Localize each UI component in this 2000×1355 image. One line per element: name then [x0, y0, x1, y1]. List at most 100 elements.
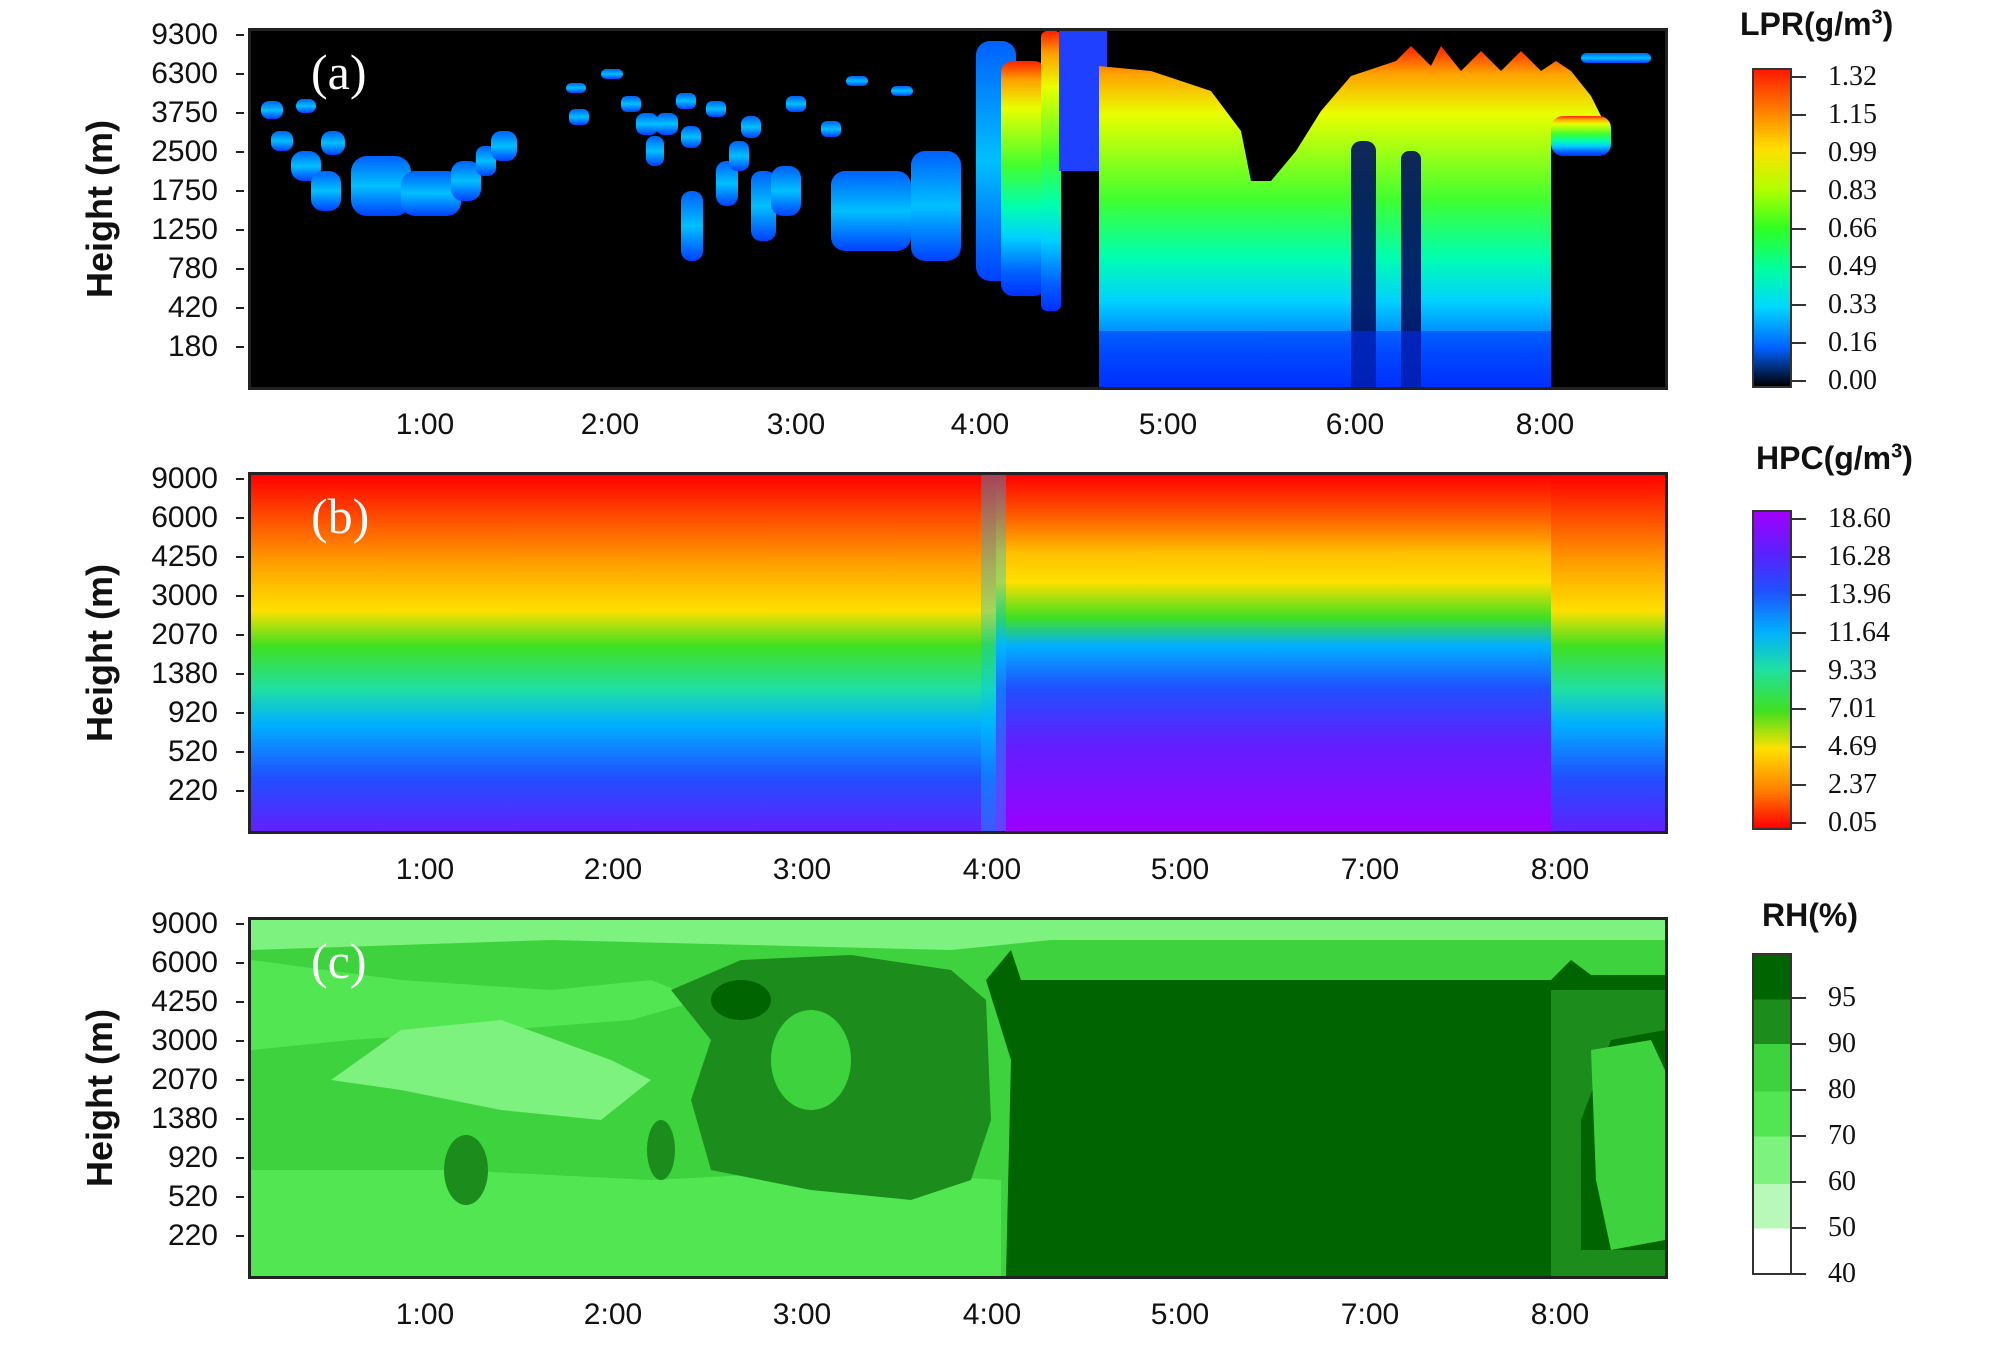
y-tick-label: 9000	[151, 462, 218, 495]
colorbar-label: 95	[1828, 981, 1856, 1013]
colorbar-tick	[1792, 632, 1806, 634]
y-tick-mark	[236, 151, 244, 153]
lpr-gap-2	[1401, 151, 1421, 387]
colorbar-label: 60	[1828, 1165, 1856, 1197]
y-tick-mark	[236, 268, 244, 270]
x-tick-label: 2:00	[580, 408, 640, 441]
x-tick-label: 8:00	[1530, 853, 1590, 886]
x-tick-label: 3:00	[766, 408, 826, 441]
x-tick-label: 1:00	[395, 853, 455, 886]
colorbar-label: 0.66	[1828, 213, 1877, 244]
y-tick-mark	[236, 751, 244, 753]
panel-letter-b: (b)	[311, 488, 370, 544]
heatmap-b: (b)	[248, 472, 1668, 834]
colorbar-label: 90	[1828, 1027, 1856, 1059]
x-tick-label: 4:00	[950, 408, 1010, 441]
x-tick-label: 5:00	[1150, 853, 1210, 886]
rh-cell-2	[647, 1120, 675, 1180]
rh-right-pocket	[1591, 1040, 1665, 1250]
y-tick-label: 4250	[151, 540, 218, 573]
y-tick-label: 420	[167, 291, 218, 324]
y-axis-label-c: Height (m)	[79, 1009, 120, 1187]
y-tick-mark	[236, 112, 244, 114]
rh-band-1	[251, 960, 701, 1050]
y-tick-label: 2070	[151, 1063, 218, 1096]
y-tick-label: 3000	[151, 579, 218, 612]
panel-b: Height (m) 9000 6000 4250 3000 2070 1380 920 52…	[0, 440, 2000, 885]
colorbar-label: 70	[1828, 1119, 1856, 1151]
lpr-cloud-4h	[976, 31, 1107, 311]
x-tick-label: 8:00	[1515, 408, 1575, 441]
y-tick-mark	[236, 1118, 244, 1120]
y-tick-label: 9300	[151, 18, 218, 51]
y-tick-mark	[236, 1001, 244, 1003]
x-tick-label: 1:00	[395, 1298, 455, 1331]
colorbar-tick	[1792, 76, 1806, 78]
y-tick-mark	[236, 790, 244, 792]
y-tick-label: 2500	[151, 135, 218, 168]
x-tick-label: 3:00	[772, 1298, 832, 1331]
colorbar-tick	[1792, 1226, 1806, 1229]
y-tick-mark	[236, 190, 244, 192]
panel-a: Height (m) 9300 6300 3750 2500 1750 1250 780 42…	[0, 0, 2000, 440]
y-tick-label: 920	[167, 1141, 218, 1174]
colorbar-a	[1752, 68, 1792, 388]
colorbar-label: 80	[1828, 1073, 1856, 1105]
colorbar-label: 0.05	[1828, 807, 1877, 838]
colorbar-tick	[1792, 304, 1806, 306]
y-tick-label: 220	[167, 1219, 218, 1252]
colorbar-title-b: HPC(g/m3)	[1756, 440, 1913, 476]
colorbar-label: 0.49	[1828, 251, 1877, 282]
y-tick-mark	[236, 346, 244, 348]
x-tick-label: 1:00	[395, 408, 455, 441]
x-tick-label: 7:00	[1340, 1298, 1400, 1331]
y-tick-label: 6300	[151, 57, 218, 90]
colorbar-label: 16.28	[1828, 541, 1891, 572]
colorbar-label: 2.37	[1828, 769, 1877, 800]
y-tick-label: 780	[167, 252, 218, 285]
hpc-moist-period	[996, 475, 1551, 831]
y-tick-label: 3000	[151, 1024, 218, 1057]
x-tick-label: 2:00	[583, 1298, 643, 1331]
colorbar-b	[1752, 510, 1792, 830]
colorbar-tick	[1792, 746, 1806, 748]
colorbar-tick	[1792, 152, 1806, 154]
colorbar-tick	[1792, 822, 1806, 824]
panel-c: Height (m) 9000 6000 4250 3000 2070 1380 920 52…	[0, 885, 2000, 1355]
y-tick-mark	[236, 307, 244, 309]
colorbar-tick	[1792, 1180, 1806, 1183]
rh-hole-1	[771, 1010, 851, 1110]
hpc-front-line	[981, 475, 1006, 831]
x-tick-label: 6:00	[1325, 408, 1385, 441]
colorbar-label: 0.99	[1828, 137, 1877, 168]
colorbar-tick	[1792, 228, 1806, 230]
heatmap-c-svg	[251, 920, 1665, 1276]
heatmap-a: (a)	[248, 28, 1668, 390]
y-tick-mark	[236, 1040, 244, 1042]
colorbar-tick	[1792, 380, 1806, 382]
y-tick-mark	[236, 712, 244, 714]
colorbar-tick	[1792, 784, 1806, 786]
y-tick-label: 1380	[151, 1102, 218, 1135]
rh-right-edge	[1551, 990, 1665, 1276]
y-tick-label: 9000	[151, 907, 218, 940]
panel-letter-c: (c)	[311, 933, 367, 989]
y-tick-mark	[236, 923, 244, 925]
y-tick-label: 180	[167, 330, 218, 363]
y-tick-label: 520	[167, 735, 218, 768]
colorbar-label: 18.60	[1828, 503, 1891, 534]
colorbar-tick	[1792, 114, 1806, 116]
y-tick-label: 520	[167, 1180, 218, 1213]
heatmap-c: (c)	[248, 917, 1668, 1279]
rh-cell-1	[444, 1135, 488, 1205]
colorbar-tick	[1792, 342, 1806, 344]
colorbar-tick	[1792, 1088, 1806, 1091]
colorbar-label: 9.33	[1828, 655, 1877, 686]
colorbar-label: 13.96	[1828, 579, 1891, 610]
colorbar-tick	[1792, 670, 1806, 672]
x-tick-label: 2:00	[583, 853, 643, 886]
colorbar-tick	[1792, 556, 1806, 558]
y-tick-mark	[236, 1157, 244, 1159]
x-tick-label: 3:00	[772, 853, 832, 886]
y-tick-label: 6000	[151, 946, 218, 979]
